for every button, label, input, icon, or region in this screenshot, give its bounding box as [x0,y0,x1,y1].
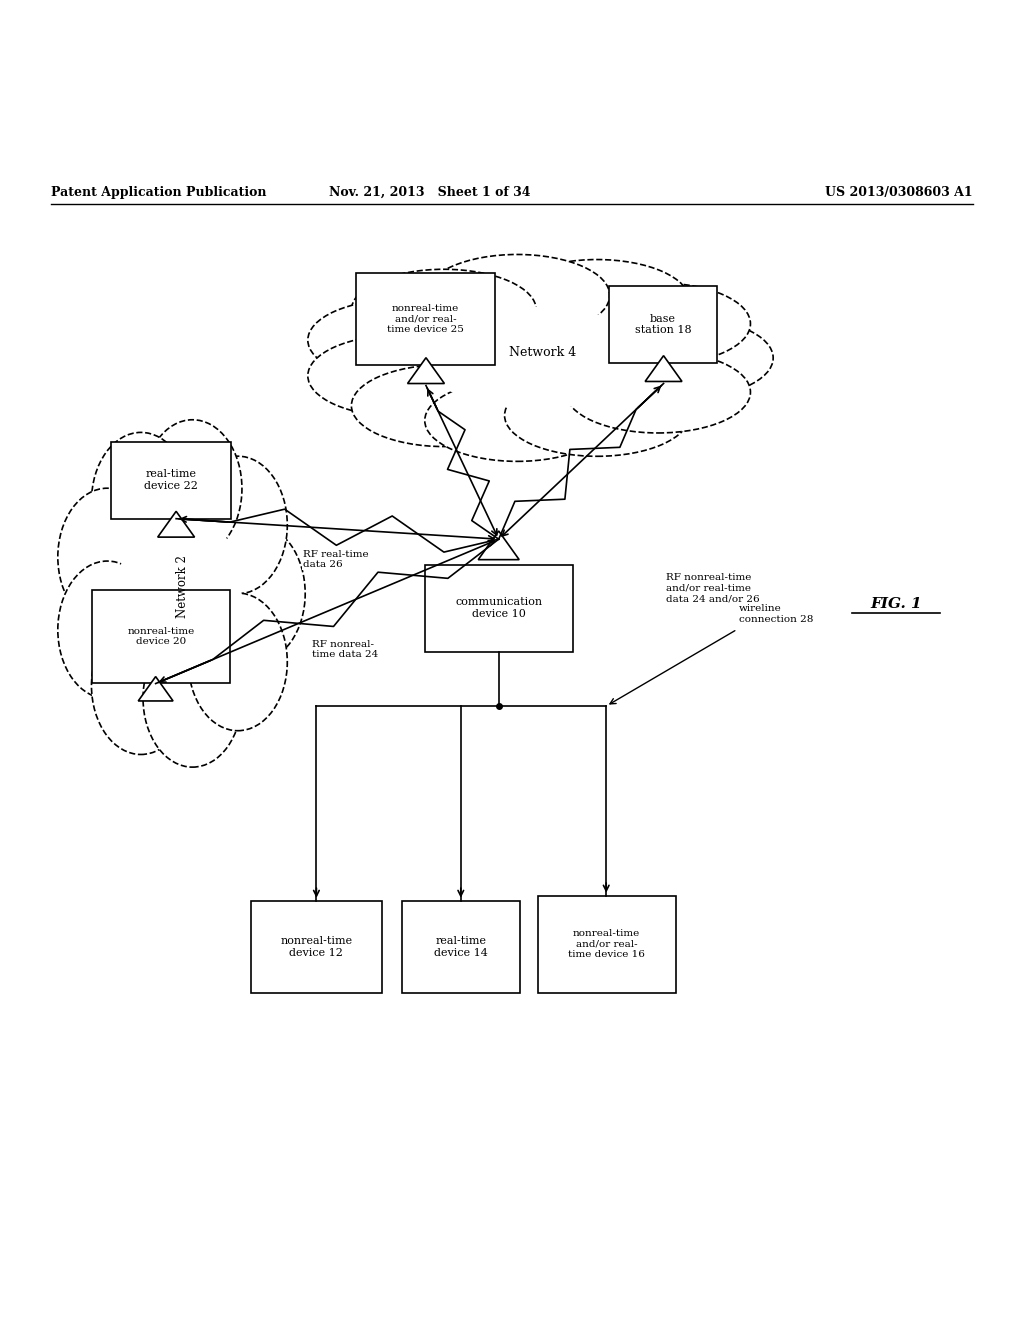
Ellipse shape [308,335,493,417]
Text: US 2013/0308603 A1: US 2013/0308603 A1 [825,186,973,198]
FancyBboxPatch shape [609,286,717,363]
Polygon shape [138,677,173,701]
Text: communication
device 10: communication device 10 [456,598,543,619]
Polygon shape [408,358,444,384]
Text: nonreal-time
and/or real-
time device 16: nonreal-time and/or real- time device 16 [568,929,645,960]
Text: RF nonreal-
time data 24: RF nonreal- time data 24 [312,640,379,660]
Ellipse shape [91,616,190,755]
Text: Nov. 21, 2013   Sheet 1 of 34: Nov. 21, 2013 Sheet 1 of 34 [330,186,530,198]
Text: real-time
device 14: real-time device 14 [434,936,488,957]
FancyBboxPatch shape [356,273,495,366]
Text: wireline
connection 28: wireline connection 28 [739,605,814,623]
Ellipse shape [351,269,537,351]
FancyBboxPatch shape [538,895,676,993]
Ellipse shape [425,255,609,337]
Ellipse shape [308,300,493,381]
Ellipse shape [505,260,689,342]
FancyBboxPatch shape [251,900,382,993]
Text: Patent Application Publication: Patent Application Publication [51,186,266,198]
Text: RF nonreal-time
and/or real-time
data 24 and/or 26: RF nonreal-time and/or real-time data 24… [666,573,759,603]
Ellipse shape [505,375,689,457]
Text: FIG. 1: FIG. 1 [870,597,922,611]
Text: real-time
device 22: real-time device 22 [144,470,198,491]
Text: Network 4: Network 4 [509,346,577,359]
Text: nonreal-time
and/or real-
time device 25: nonreal-time and/or real- time device 25 [387,304,464,334]
Ellipse shape [565,282,751,364]
Ellipse shape [351,364,537,446]
Text: Network 2: Network 2 [176,554,188,618]
FancyBboxPatch shape [425,565,573,652]
Ellipse shape [188,593,288,731]
FancyBboxPatch shape [92,590,230,682]
Ellipse shape [143,420,242,557]
Text: RF real-time
data 26: RF real-time data 26 [303,550,369,569]
FancyBboxPatch shape [402,900,520,993]
Ellipse shape [57,488,157,626]
Ellipse shape [188,457,288,594]
Polygon shape [158,511,195,537]
FancyBboxPatch shape [111,442,231,519]
Ellipse shape [91,433,190,570]
Ellipse shape [206,524,305,663]
Ellipse shape [118,507,241,680]
Text: nonreal-time
device 20: nonreal-time device 20 [128,627,195,647]
Ellipse shape [57,561,157,698]
Polygon shape [478,531,519,560]
Ellipse shape [143,630,242,767]
Ellipse shape [425,380,609,462]
Ellipse shape [588,317,773,399]
Ellipse shape [565,351,751,433]
Ellipse shape [422,306,653,409]
Text: nonreal-time
device 12: nonreal-time device 12 [281,936,352,957]
Text: base
station 18: base station 18 [635,314,691,335]
Polygon shape [645,355,682,381]
